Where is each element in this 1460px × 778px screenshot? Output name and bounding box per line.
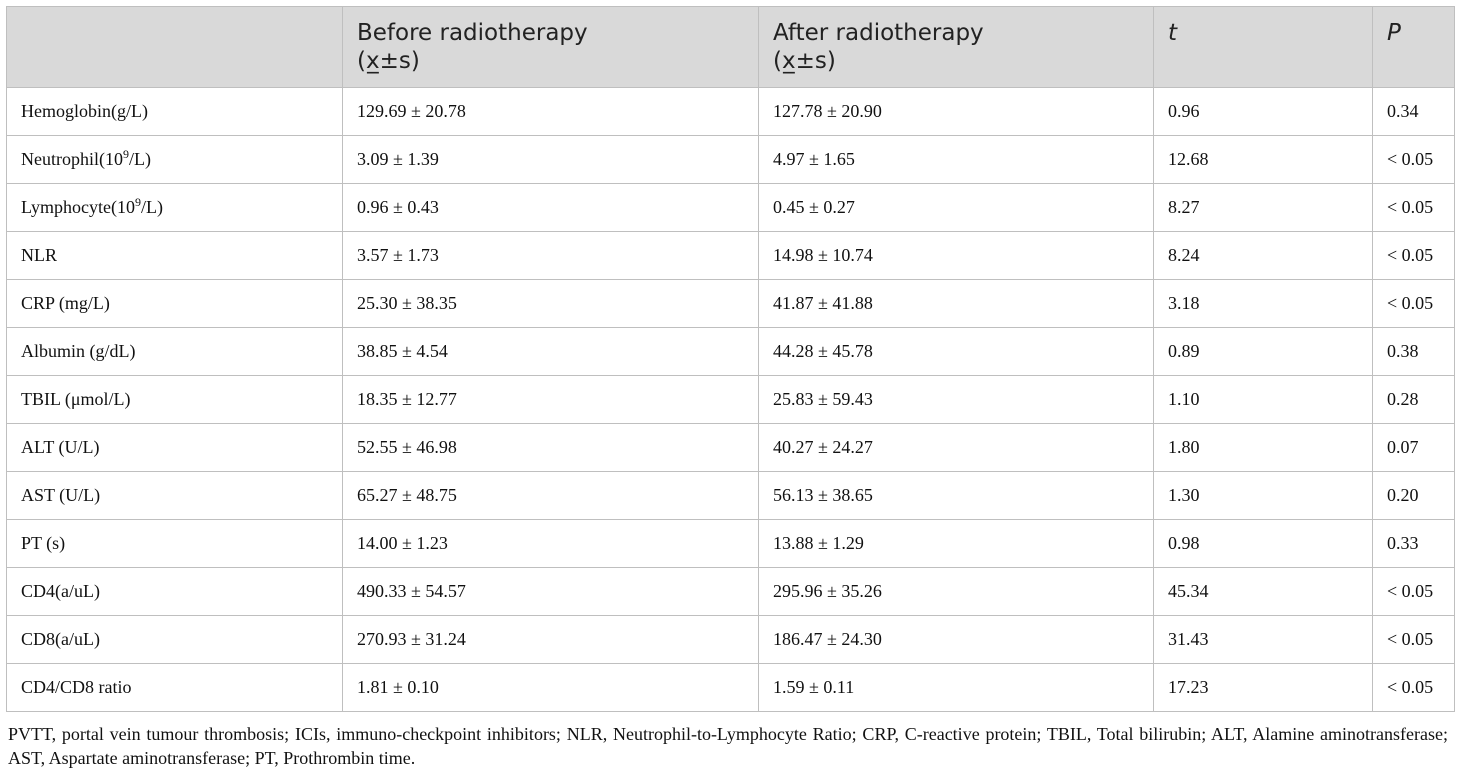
value-before: 0.96 ± 0.43 [342,183,759,232]
row-label: AST (U/L) [6,471,343,520]
row-label: ALT (U/L) [6,423,343,472]
value-p: < 0.05 [1372,567,1455,616]
header-before-line1: Before radiotherapy [357,20,588,46]
value-after: 41.87 ± 41.88 [758,279,1154,328]
header-cell-variable [6,6,343,88]
value-t: 31.43 [1153,615,1373,664]
value-after: 13.88 ± 1.29 [758,519,1154,568]
value-after: 25.83 ± 59.43 [758,375,1154,424]
table-row: NLR 3.57 ± 1.73 14.98 ± 10.74 8.24 < 0.05 [6,231,1455,280]
value-before: 3.09 ± 1.39 [342,135,759,184]
value-t: 3.18 [1153,279,1373,328]
value-before: 65.27 ± 48.75 [342,471,759,520]
table-container: Before radiotherapy (x̲±s) After radioth… [6,6,1455,770]
row-label: Lymphocyte(109/L) [6,183,343,232]
value-p: 0.28 [1372,375,1455,424]
value-before: 14.00 ± 1.23 [342,519,759,568]
header-after-line2: (x̲±s) [773,48,836,74]
table-row: AST (U/L) 65.27 ± 48.75 56.13 ± 38.65 1.30 0… [6,471,1455,520]
value-p: 0.07 [1372,423,1455,472]
row-label: TBIL (μmol/L) [6,375,343,424]
value-after: 4.97 ± 1.65 [758,135,1154,184]
value-t: 0.89 [1153,327,1373,376]
value-p: < 0.05 [1372,663,1455,712]
value-before: 3.57 ± 1.73 [342,231,759,280]
table-row: CD4(a/uL) 490.33 ± 54.57 295.96 ± 35.26 45.… [6,567,1455,616]
value-before: 490.33 ± 54.57 [342,567,759,616]
row-label: NLR [6,231,343,280]
header-cell-p: P [1372,6,1455,88]
row-label: Hemoglobin(g/L) [6,87,343,136]
table-row: CD8(a/uL) 270.93 ± 31.24 186.47 ± 24.30 31.… [6,615,1455,664]
value-before: 1.81 ± 0.10 [342,663,759,712]
header-row: Before radiotherapy (x̲±s) After radioth… [6,6,1455,88]
table-footnote: PVTT, portal vein tumour thrombosis; ICI… [8,724,1448,768]
value-t: 1.80 [1153,423,1373,472]
table-body: Hemoglobin(g/L) 129.69 ± 20.78 127.78 ± 20… [6,87,1455,712]
value-after: 40.27 ± 24.27 [758,423,1154,472]
value-t: 8.27 [1153,183,1373,232]
table-row: PT (s) 14.00 ± 1.23 13.88 ± 1.29 0.98 0.33 [6,519,1455,568]
header-cell-before: Before radiotherapy (x̲±s) [342,6,759,88]
row-label: CD8(a/uL) [6,615,343,664]
row-label: CD4/CD8 ratio [6,663,343,712]
row-label: CD4(a/uL) [6,567,343,616]
value-after: 44.28 ± 45.78 [758,327,1154,376]
table-row: ALT (U/L) 52.55 ± 46.98 40.27 ± 24.27 1.80 0… [6,423,1455,472]
table-row: Neutrophil(109/L) 3.09 ± 1.39 4.97 ± 1.65 1… [6,135,1455,184]
value-t: 12.68 [1153,135,1373,184]
value-p: 0.20 [1372,471,1455,520]
value-after: 0.45 ± 0.27 [758,183,1154,232]
value-after: 14.98 ± 10.74 [758,231,1154,280]
value-t: 1.30 [1153,471,1373,520]
data-table: Before radiotherapy (x̲±s) After radioth… [6,6,1455,712]
header-before-line2: (x̲±s) [357,48,420,74]
value-t: 8.24 [1153,231,1373,280]
table-row: Albumin (g/dL) 38.85 ± 4.54 44.28 ± 45.78 0… [6,327,1455,376]
value-p: < 0.05 [1372,615,1455,664]
row-label: Neutrophil(109/L) [6,135,343,184]
value-t: 17.23 [1153,663,1373,712]
table-row: TBIL (μmol/L) 18.35 ± 12.77 25.83 ± 59.43 1… [6,375,1455,424]
value-before: 52.55 ± 46.98 [342,423,759,472]
value-t: 45.34 [1153,567,1373,616]
value-after: 127.78 ± 20.90 [758,87,1154,136]
value-t: 0.98 [1153,519,1373,568]
table-row: Lymphocyte(109/L) 0.96 ± 0.43 0.45 ± 0.27 8… [6,183,1455,232]
row-label: CRP (mg/L) [6,279,343,328]
value-before: 38.85 ± 4.54 [342,327,759,376]
value-p: < 0.05 [1372,279,1455,328]
value-after: 186.47 ± 24.30 [758,615,1154,664]
value-after: 56.13 ± 38.65 [758,471,1154,520]
value-before: 129.69 ± 20.78 [342,87,759,136]
value-p: 0.38 [1372,327,1455,376]
row-label: Albumin (g/dL) [6,327,343,376]
header-cell-after: After radiotherapy (x̲±s) [758,6,1154,88]
value-before: 270.93 ± 31.24 [342,615,759,664]
value-t: 1.10 [1153,375,1373,424]
value-p: < 0.05 [1372,231,1455,280]
value-after: 1.59 ± 0.11 [758,663,1154,712]
value-p: 0.34 [1372,87,1455,136]
table-row: Hemoglobin(g/L) 129.69 ± 20.78 127.78 ± 20… [6,87,1455,136]
value-before: 25.30 ± 38.35 [342,279,759,328]
table-row: CD4/CD8 ratio 1.81 ± 0.10 1.59 ± 0.11 17.23… [6,663,1455,712]
value-after: 295.96 ± 35.26 [758,567,1154,616]
value-t: 0.96 [1153,87,1373,136]
value-before: 18.35 ± 12.77 [342,375,759,424]
row-label: PT (s) [6,519,343,568]
value-p: < 0.05 [1372,135,1455,184]
value-p: 0.33 [1372,519,1455,568]
table-row: CRP (mg/L) 25.30 ± 38.35 41.87 ± 41.88 3.18… [6,279,1455,328]
header-cell-t: t [1153,6,1373,88]
header-after-line1: After radiotherapy [773,20,984,46]
value-p: < 0.05 [1372,183,1455,232]
